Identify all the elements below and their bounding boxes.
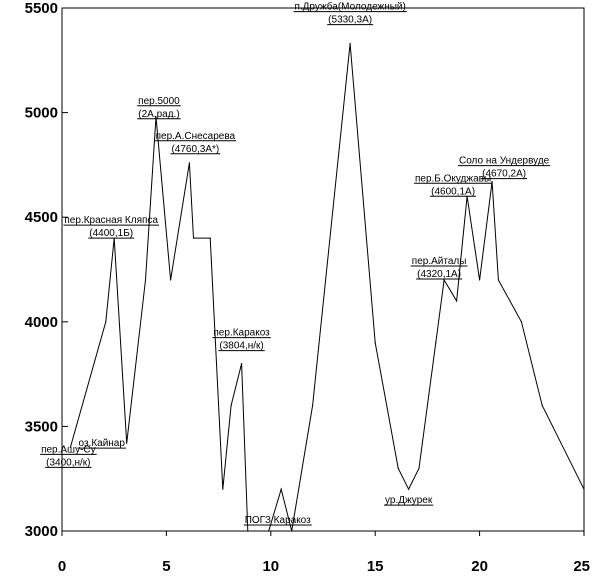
annotation: пер.Б.Окуджавы (4600,1А) (413, 173, 493, 197)
data-point (192, 237, 195, 239)
x-tick-label: 25 (573, 558, 590, 575)
data-point (230, 404, 232, 407)
x-tick-label: 0 (58, 558, 66, 575)
data-point (188, 162, 190, 164)
data-point (105, 321, 107, 323)
annotation-name: Соло на Ундервуде (459, 156, 550, 167)
data-point (169, 279, 172, 281)
x-tick-label: 20 (471, 558, 488, 575)
data-point (349, 42, 351, 45)
annotation: пер.А.Снесарева (4760,3А*) (154, 131, 237, 155)
y-axis-ticks: 3000 3500 4000 4500 5000 5500 (25, 0, 68, 540)
annotation: Соло на Ундервуде (4670,2А) (457, 156, 551, 180)
annotation-name: пер.Айталы (412, 256, 467, 267)
annotation: п.Дружба(Молодежный) (5330,3А) (293, 1, 407, 26)
data-point (520, 321, 522, 323)
y-tick-label: 3000 (25, 523, 58, 540)
series-layer (69, 42, 585, 532)
annotation-name: пер.А.Снесарева (156, 131, 236, 142)
annotation-detail: (4400,1Б) (89, 228, 133, 239)
y-tick-label: 4500 (25, 209, 58, 226)
data-point (144, 279, 147, 281)
annotation: пер.Каракоз (3804,н/к) (212, 328, 271, 352)
data-point (491, 181, 493, 183)
x-axis-ticks: 0 5 10 15 20 25 (58, 531, 590, 575)
annotation-name: ПОГЗ Каракоз (245, 515, 311, 526)
data-point (479, 279, 481, 281)
data-point (69, 446, 71, 448)
data-point (497, 279, 499, 281)
x-tick-label: 10 (262, 558, 279, 575)
x-tick-label: 5 (162, 558, 170, 575)
y-tick-label: 3500 (25, 418, 58, 435)
annotation: ур.Джурек (384, 495, 434, 506)
data-point (155, 116, 157, 118)
annotation-detail: (5330,3А) (328, 15, 372, 26)
data-point (583, 488, 585, 490)
annotation-detail: (4600,1А) (431, 186, 475, 197)
annotation-name: ур.Джурек (385, 495, 433, 506)
plot-frame (61, 7, 585, 532)
annotation: пер.Ашу-Су (3400,н/к) (40, 444, 97, 468)
annotation-name: оз.Кайнар (79, 438, 126, 449)
data-point (397, 467, 399, 469)
annotation-name: пер.Красная Кляпса (64, 215, 158, 226)
annotation-detail: (4670,2А) (482, 169, 526, 180)
annotation-name: пер.Б.Окуджавы (415, 173, 491, 184)
annotation-name: пер.Каракоз (213, 328, 270, 339)
annotation-name: п.Дружба(Молодежный) (294, 1, 405, 13)
data-point (435, 342, 437, 344)
data-point (240, 363, 243, 365)
y-tick-label: 5000 (25, 105, 58, 122)
annotation-name: пер.5000 (138, 96, 180, 107)
data-point (222, 488, 224, 490)
data-point (209, 237, 211, 239)
data-point (247, 530, 249, 532)
data-point (541, 404, 543, 407)
data-point (268, 530, 270, 532)
data-point (280, 488, 282, 490)
annotation-detail: (4320,1А) (417, 269, 461, 280)
annotation: оз.Кайнар (77, 438, 126, 449)
annotation-layer: пер.Ашу-Су (3400,н/к) пер.Красная Кляпса (4… (40, 1, 551, 526)
annotation-detail: (3804,н/к) (219, 341, 263, 352)
y-tick-label: 4000 (25, 314, 58, 331)
data-point (443, 279, 445, 281)
annotation: пер.5000 (2А,рад.) (137, 96, 181, 120)
data-point (456, 300, 458, 302)
data-point (126, 442, 128, 444)
data-point (311, 404, 314, 407)
annotation-detail: (3400,н/к) (46, 457, 90, 468)
annotation-detail: (2А,рад.) (138, 109, 179, 120)
data-point (291, 530, 293, 532)
annotation: пер.Красная Кляпса (4400,1Б) (63, 215, 159, 239)
data-point (374, 342, 376, 344)
y-tick-label: 5500 (25, 0, 58, 17)
annotation: пер.Айталы (4320,1А) (410, 256, 468, 280)
data-point (408, 488, 410, 490)
annotation: ПОГЗ Каракоз (243, 515, 312, 526)
data-point (418, 467, 420, 469)
x-tick-label: 15 (367, 558, 384, 575)
annotation-detail: (4760,3А*) (171, 144, 219, 155)
annotation-name: пер.Ашу-Су (41, 444, 96, 455)
